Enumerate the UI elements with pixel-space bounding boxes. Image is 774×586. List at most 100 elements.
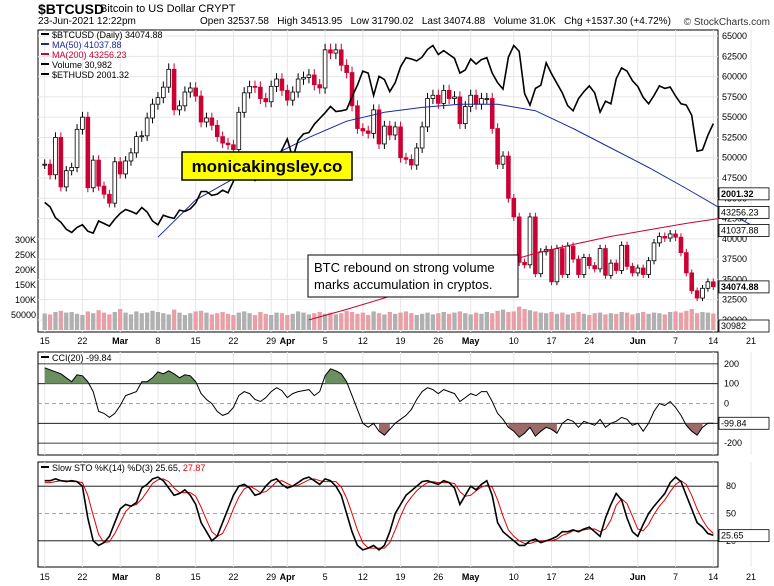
volume-tick-label: 100K <box>15 295 36 305</box>
volume-bar <box>517 306 522 330</box>
volume-tick-label: 50000 <box>11 310 36 320</box>
candle-body <box>171 68 177 111</box>
candle-body <box>63 170 69 188</box>
volume-bar <box>543 313 549 330</box>
candle-body <box>344 64 349 73</box>
x-label-bottom: 8 <box>155 572 160 582</box>
candle-body <box>53 137 58 176</box>
volume-bar <box>538 312 543 330</box>
price-tick-label: 62500 <box>722 51 747 61</box>
volume-bar <box>635 313 640 330</box>
x-label-top: Apr <box>280 336 296 346</box>
volume-bar <box>576 312 581 330</box>
volume-bar <box>587 315 592 330</box>
volume-bar <box>592 313 597 330</box>
candle-body <box>193 87 198 97</box>
candle-body <box>409 158 414 166</box>
legend-swatch <box>41 43 49 45</box>
volume-bar <box>570 313 576 330</box>
volume-bar <box>193 311 198 330</box>
volume-bar <box>651 312 657 330</box>
volume-bar <box>290 313 295 330</box>
volume-bar <box>85 311 90 330</box>
x-label-top: 12 <box>358 336 368 346</box>
panel-frame-0 <box>37 29 719 333</box>
candle-body <box>619 244 624 271</box>
volume-bar <box>209 314 215 330</box>
candle-body <box>581 257 587 275</box>
volume-bar <box>225 313 231 330</box>
candle-body <box>479 98 484 105</box>
candle-body <box>338 49 344 66</box>
price-tick-label: 40000 <box>722 234 747 244</box>
candle-body <box>279 78 285 91</box>
volume-bar <box>419 313 425 330</box>
volume-bar <box>128 314 134 330</box>
volume-bar <box>333 314 339 330</box>
candle-body <box>495 128 500 165</box>
cci-line <box>44 367 714 438</box>
candle-body <box>527 216 533 266</box>
candle-body <box>425 98 430 128</box>
volume-bar <box>301 312 306 330</box>
candle-body <box>597 248 603 270</box>
candle-body <box>360 128 366 132</box>
panel-frame-2 <box>37 461 719 568</box>
volume-bar <box>678 312 684 330</box>
candle-body <box>107 193 112 204</box>
eth-line <box>44 44 715 235</box>
x-label-bottom: 7 <box>673 572 678 582</box>
candle-body <box>274 78 279 87</box>
ma200-last-label-box <box>718 206 770 219</box>
volume-bar <box>188 313 193 330</box>
volume-bar <box>398 312 403 330</box>
volume-bar <box>533 311 538 330</box>
volume-bar <box>484 312 489 330</box>
candle-body <box>376 109 382 145</box>
volume-bar <box>171 309 177 330</box>
x-label-top: 26 <box>433 336 443 346</box>
volume-bar <box>500 309 506 330</box>
x-label-top: 29 <box>266 336 276 346</box>
volume-bar <box>74 313 80 330</box>
x-label-top: 15 <box>40 336 50 346</box>
eth-last-label-box <box>718 187 770 201</box>
candle-body <box>554 248 560 283</box>
ma50-last-label: 41037.88 <box>721 225 759 235</box>
legend-entry: $BTCUSD (Daily) 34074.88 <box>52 30 163 40</box>
candle-body <box>624 244 630 267</box>
volume-bar <box>446 313 452 330</box>
volume-bar <box>317 312 322 330</box>
volume-bar <box>646 313 651 330</box>
volume-bar <box>705 312 711 330</box>
volume-bar <box>549 312 554 330</box>
candle-body <box>42 163 47 166</box>
candle-body <box>328 49 333 54</box>
candle-body <box>419 126 425 149</box>
volume-bar <box>630 314 635 330</box>
candle-body <box>436 94 441 104</box>
volume-bar <box>101 312 107 330</box>
candle-body <box>258 86 263 99</box>
candle-body <box>139 135 145 138</box>
candle-body <box>123 160 128 175</box>
volume-bar <box>344 310 349 330</box>
volume-bar <box>360 312 365 330</box>
price-tick-label: 50000 <box>722 153 747 163</box>
quote-summary: Open 32537.58 High 34513.95 Low 31790.02… <box>200 16 671 27</box>
candle-body <box>392 126 398 136</box>
volume-bar <box>624 312 630 330</box>
legend-swatch <box>41 63 49 65</box>
volume-bar <box>328 312 333 330</box>
candle-body <box>462 106 468 125</box>
candle-body <box>673 233 678 238</box>
volume-bar <box>673 311 678 330</box>
x-label-top: 10 <box>509 336 519 346</box>
instrument-name: Bitcoin to US Dollar CRYPT <box>100 3 236 15</box>
x-label-bottom: Mar <box>112 572 129 582</box>
x-label-top: 22 <box>77 336 87 346</box>
x-label-bottom: 22 <box>77 572 87 582</box>
x-label-bottom: 5 <box>323 572 328 582</box>
candle-body <box>209 117 215 126</box>
candle-body <box>711 281 716 288</box>
